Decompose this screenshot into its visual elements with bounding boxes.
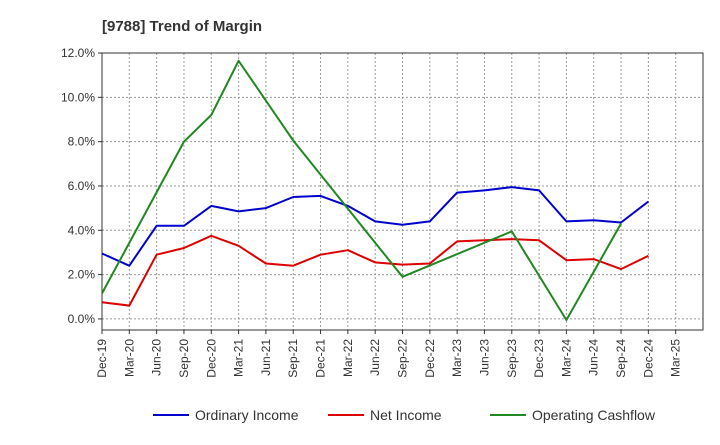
series-layer	[101, 59, 650, 321]
x-tick-label: Dec-24	[641, 339, 655, 378]
axis-layer: 12.0% 10.0% 8.0% 6.0% 4.0% 2.0% 0.0% Dec-19 Mar-…	[61, 46, 704, 378]
x-tick-label: Sep-22	[396, 339, 410, 378]
x-tick-label: Dec-21	[314, 339, 328, 378]
x-tick-label: Dec-19	[95, 339, 109, 378]
series-line-net-income	[101, 234, 649, 307]
y-tick-label: 0.0%	[68, 312, 96, 326]
x-tick-label: Sep-23	[505, 339, 519, 378]
x-tick-label: Mar-21	[232, 339, 246, 377]
x-tick-label: Sep-20	[177, 339, 191, 378]
x-tick-label: Sep-21	[286, 339, 300, 378]
series-line-ordinary-income	[101, 186, 650, 267]
y-tick-label: 6.0%	[68, 179, 96, 193]
x-tick-label: Jun-21	[259, 339, 273, 376]
x-tick-label: Dec-23	[532, 339, 546, 378]
legend-item-operating-cashflow: Operating Cashflow	[490, 407, 656, 423]
x-tick-label: Mar-22	[341, 339, 355, 377]
y-tick-label: 4.0%	[68, 223, 96, 237]
legend: Ordinary Income Net Income Operating Cashf…	[153, 407, 656, 423]
y-tick-label: 12.0%	[61, 46, 95, 60]
x-tick-label: Jun-23	[477, 339, 491, 376]
x-tick-label: Jun-20	[150, 339, 164, 376]
x-tick-label: Sep-24	[614, 339, 628, 378]
y-tick-label: 8.0%	[68, 135, 96, 149]
y-tick-label: 2.0%	[68, 268, 96, 282]
x-tick-label: Mar-24	[559, 339, 573, 377]
y-tick-label: 10.0%	[61, 90, 95, 104]
series-line-operating-cashflow	[101, 59, 622, 321]
grid-layer	[101, 52, 703, 330]
legend-item-ordinary-income: Ordinary Income	[153, 407, 299, 423]
x-tick-label: Mar-23	[450, 339, 464, 377]
x-tick-label: Dec-22	[423, 339, 437, 378]
legend-label: Operating Cashflow	[532, 407, 656, 423]
chart-title: [9788] Trend of Margin	[102, 18, 262, 35]
x-tick-label: Dec-20	[204, 339, 218, 378]
legend-item-net-income: Net Income	[328, 407, 442, 423]
x-tick-label: Mar-25	[669, 339, 683, 377]
legend-label: Net Income	[370, 407, 442, 423]
x-tick-label: Jun-24	[587, 339, 601, 376]
x-tick-label: Mar-20	[122, 339, 136, 377]
x-tick-label: Jun-22	[368, 339, 382, 376]
legend-label: Ordinary Income	[195, 407, 299, 423]
